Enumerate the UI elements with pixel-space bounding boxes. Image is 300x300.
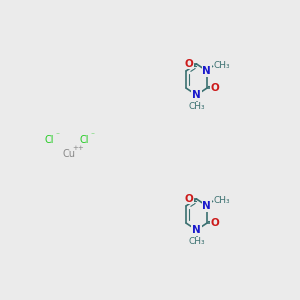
Text: ⁻: ⁻ [56, 130, 60, 139]
Text: ⁻: ⁻ [90, 130, 94, 139]
Text: Cu: Cu [62, 149, 76, 159]
Text: N: N [192, 225, 201, 235]
Text: O: O [184, 194, 193, 204]
Text: O: O [210, 218, 219, 228]
Text: O: O [184, 59, 193, 69]
Text: ++: ++ [72, 146, 84, 152]
Text: Cl: Cl [79, 135, 89, 145]
Text: N: N [202, 66, 211, 76]
Text: N: N [192, 90, 201, 100]
Text: N: N [202, 201, 211, 211]
Text: Cl: Cl [45, 135, 54, 145]
Text: CH₃: CH₃ [213, 61, 230, 70]
Text: CH₃: CH₃ [188, 102, 205, 111]
Text: CH₃: CH₃ [188, 237, 205, 246]
Text: O: O [210, 83, 219, 93]
Text: CH₃: CH₃ [213, 196, 230, 205]
